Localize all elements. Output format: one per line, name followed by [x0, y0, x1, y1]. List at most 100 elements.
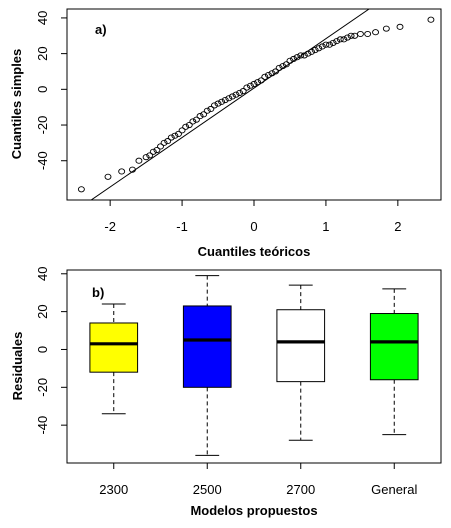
qq-point: [210, 102, 218, 109]
qq-y-tick-label: 40: [35, 11, 50, 25]
qq-point: [243, 84, 251, 91]
qq-point: [146, 152, 154, 159]
qq-point: [290, 55, 298, 63]
qq-point: [218, 98, 226, 105]
qq-point: [207, 105, 215, 113]
qq-point: [336, 36, 344, 43]
qq-x-tick-label: 1: [322, 219, 329, 234]
qq-point: [189, 118, 197, 125]
box-y-tick-label: 40: [35, 267, 50, 281]
qq-point: [164, 138, 172, 145]
box-x-tick-label: 2700: [286, 482, 315, 497]
box-y-tick-label: 0: [35, 346, 50, 353]
qq-point: [268, 70, 276, 77]
qq-point: [135, 157, 143, 164]
qq-reference-line: [90, 9, 370, 200]
qq-point: [308, 48, 315, 55]
qq-point: [77, 186, 85, 193]
box-x-tick-label: 2500: [193, 482, 222, 497]
qq-point: [200, 111, 208, 118]
qq-point: [340, 36, 348, 43]
box-general: [369, 313, 419, 381]
qq-point: [344, 34, 351, 41]
qq-point: [382, 25, 390, 32]
box-y-tick-label: -20: [35, 378, 50, 397]
qq-point: [372, 29, 379, 36]
qq-point: [214, 100, 222, 107]
qq-point: [254, 79, 262, 86]
qq-point: [236, 89, 244, 96]
qq-point: [178, 127, 186, 134]
qq-point: [160, 139, 168, 146]
qq-point: [311, 47, 319, 54]
qq-point: [396, 23, 404, 30]
qq-point: [326, 41, 333, 48]
qq-point: [167, 134, 175, 141]
qq-point: [182, 123, 190, 130]
panel-label-a: a): [95, 22, 107, 37]
qq-point: [272, 68, 280, 75]
qq-y-tick-label: 20: [35, 46, 50, 60]
qq-point: [257, 77, 265, 84]
qq-point: [239, 88, 247, 95]
qq-point: [193, 116, 200, 123]
qq-point: [351, 32, 359, 39]
qq-point: [185, 121, 193, 129]
qq-point: [118, 168, 126, 175]
qq-point: [225, 95, 233, 102]
qq-point: [175, 130, 182, 138]
box-2300: [89, 322, 139, 373]
qq-point: [250, 80, 258, 88]
qq-y-axis-label: Cuantiles simples: [9, 49, 24, 160]
qq-point: [232, 91, 240, 98]
box-y-tick-label: 20: [35, 304, 50, 318]
box-x-tick-label: 2300: [99, 482, 128, 497]
qq-point: [203, 107, 211, 114]
qq-x-tick-label: 2: [394, 219, 401, 234]
qq-point: [261, 73, 269, 80]
box-2700: [276, 309, 326, 383]
box-x-axis-label: Modelos propuestos: [190, 503, 317, 518]
qq-point: [300, 52, 308, 59]
qq-point: [104, 173, 112, 180]
qq-point: [329, 39, 337, 46]
qq-point: [246, 82, 254, 89]
qq-y-tick-label: -40: [35, 151, 50, 170]
qq-point: [196, 113, 204, 120]
qq-x-tick-label: -2: [104, 219, 116, 234]
boxplot-frame: [66, 269, 442, 464]
qq-point: [293, 54, 301, 61]
qq-point: [322, 41, 330, 48]
qq-point: [315, 45, 323, 52]
qq-x-axis-label: Cuantiles teóricos: [198, 244, 311, 259]
qq-point: [142, 154, 150, 161]
qq-point: [153, 146, 161, 154]
qq-point: [264, 71, 272, 79]
qq-point: [128, 166, 136, 173]
box-y-tick-label: -40: [35, 416, 50, 435]
qq-point: [356, 30, 364, 38]
qq-point: [297, 52, 305, 59]
qq-x-tick-label: 0: [250, 219, 257, 234]
qq-plot-panel: a) Cuantiles teóricos Cuantiles simples …: [9, 8, 442, 259]
qq-point: [279, 63, 287, 70]
qq-point: [282, 61, 290, 68]
qq-point: [228, 93, 236, 100]
qq-point: [304, 50, 312, 57]
qq-point: [286, 57, 294, 64]
box-x-tick-label: General: [371, 482, 417, 497]
qq-point: [221, 96, 229, 104]
qq-point: [427, 16, 435, 23]
qq-y-tick-label: -20: [35, 116, 50, 135]
qq-point: [149, 148, 157, 155]
qq-point: [171, 132, 179, 139]
qq-point: [333, 38, 341, 45]
qq-point: [347, 32, 355, 39]
qq-plot-frame: [66, 8, 442, 201]
qq-x-tick-label: -1: [176, 219, 188, 234]
qq-point: [157, 143, 164, 150]
qq-point: [364, 30, 372, 38]
box-y-axis-label: Residuales: [10, 332, 25, 401]
box-2500: [182, 305, 232, 388]
